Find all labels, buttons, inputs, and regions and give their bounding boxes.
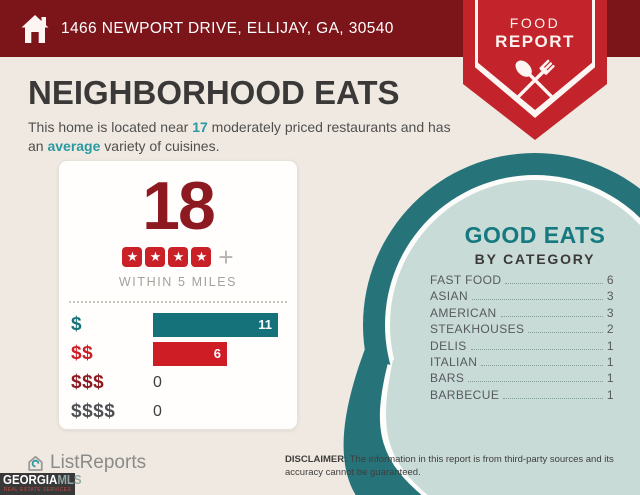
mls-word-georgia: GEORGIA <box>3 473 58 487</box>
restaurant-total: 18 <box>142 168 216 244</box>
price-row: $ 11 11 <box>71 310 297 339</box>
utensils-icon <box>515 59 555 98</box>
category-row: ASIAN 3 <box>430 289 614 305</box>
star-icon: ★ <box>168 246 189 267</box>
variety-highlight: average <box>47 137 101 154</box>
category-label: AMERICAN <box>430 305 497 320</box>
summary-card: 18 ★ ★ ★ ★ + WITHIN 5 MILES $ 11 11 $$ 6… <box>58 160 298 430</box>
leader-dots <box>500 315 603 317</box>
category-row: AMERICAN 3 <box>430 306 614 322</box>
category-value: 3 <box>606 305 614 320</box>
category-list: FAST FOOD 6 ASIAN 3 AMERICAN 3 STEAKHOUS… <box>430 273 614 404</box>
star-icon: ★ <box>145 246 166 267</box>
price-row: $$ 6 6 <box>71 339 297 368</box>
price-tier-label: $$$ <box>71 371 105 393</box>
listreports-logo: ListReports <box>26 452 146 474</box>
category-value: 1 <box>606 354 614 369</box>
leader-dots <box>470 348 603 350</box>
price-bar-value: 6 <box>213 346 221 361</box>
category-value: 6 <box>606 273 614 287</box>
georgia-mls-logo: GEORGIAMLS REAL ESTATE SERVICES <box>0 473 82 495</box>
intro-text: This home is located near 17 moderately … <box>28 118 458 155</box>
plus-icon: + <box>218 241 234 272</box>
intro-text-mid: moderately priced restaurants and has an <box>28 119 451 154</box>
badge-title-line1: FOOD <box>509 15 561 31</box>
category-row: DELIS 1 <box>430 339 614 355</box>
disclaimer-text: The information in this report is from t… <box>285 454 614 479</box>
category-value: 3 <box>606 289 614 304</box>
good-eats-title: GOOD EATS <box>464 222 606 248</box>
category-row: BARBECUE 1 <box>430 388 614 404</box>
star-icon: ★ <box>122 246 143 267</box>
category-value: 1 <box>606 387 614 402</box>
leader-dots <box>505 283 603 284</box>
range-label: WITHIN 5 MILES <box>118 275 238 289</box>
disclaimer: DISCLAIMER: The information in this repo… <box>285 453 630 480</box>
category-value: 1 <box>606 371 614 386</box>
leader-dots <box>481 364 603 366</box>
price-value: 0 <box>153 373 162 391</box>
disclaimer-label: DISCLAIMER: <box>285 454 348 465</box>
category-label: BARBECUE <box>430 387 500 402</box>
intro-text-after: variety of cuisines. <box>100 137 220 154</box>
leader-dots <box>503 397 603 399</box>
mls-tagline: REAL ESTATE SERVICES <box>3 487 72 493</box>
category-row: ITALIAN 1 <box>430 355 614 371</box>
price-tier-label: $$$$ <box>71 400 116 422</box>
badge-title-line2: REPORT <box>495 32 575 51</box>
price-tier-chart: $ 11 11 $$ 6 6 $$$ 0 0 $$$$ 0 0 <box>59 310 297 426</box>
category-label: DELIS <box>430 338 467 353</box>
star-rating: ★ ★ ★ ★ + <box>59 241 297 272</box>
intro-text-before: This home is located near <box>28 119 193 135</box>
house-logo-icon <box>28 455 43 471</box>
dotted-divider <box>69 301 287 303</box>
restaurant-count: 17 <box>192 119 208 135</box>
listreports-wordmark: ListReports <box>50 452 147 473</box>
page-title: NEIGHBORHOOD EATS <box>28 74 400 111</box>
category-label: ITALIAN <box>430 354 478 369</box>
price-row: $$$ 0 0 <box>71 368 297 397</box>
price-tier-label: $$ <box>71 342 94 364</box>
leader-dots <box>472 299 603 301</box>
star-icon: ★ <box>191 246 212 267</box>
category-row: FAST FOOD 6 <box>430 273 614 289</box>
property-address: 1466 NEWPORT DRIVE, ELLIJAY, GA, 30540 <box>61 19 394 37</box>
category-label: ASIAN <box>430 289 469 304</box>
mls-word-mls: MLS <box>57 473 82 487</box>
good-eats-header: GOOD EATS BY CATEGORY <box>415 222 640 267</box>
leader-dots <box>528 332 603 334</box>
category-value: 1 <box>606 338 614 353</box>
good-eats-subtitle: BY CATEGORY <box>474 251 596 267</box>
price-bar: 6 <box>153 341 227 366</box>
category-value: 2 <box>606 322 614 337</box>
price-bar-value: 11 <box>258 317 272 332</box>
home-icon <box>21 14 49 43</box>
category-row: STEAKHOUSES 2 <box>430 322 614 338</box>
category-row: BARS 1 <box>430 371 614 387</box>
price-tier-label: $ <box>71 313 83 335</box>
price-bar: 11 <box>153 312 278 337</box>
category-label: STEAKHOUSES <box>430 322 525 337</box>
category-label: BARS <box>430 371 465 386</box>
food-report-badge: FOOD REPORT <box>463 0 607 140</box>
price-value: 0 <box>153 402 162 420</box>
leader-dots <box>468 381 603 383</box>
price-row: $$$$ 0 0 <box>71 397 297 426</box>
georgia-mls-wordmark: GEORGIAMLS <box>3 473 82 487</box>
category-label: FAST FOOD <box>430 273 502 287</box>
